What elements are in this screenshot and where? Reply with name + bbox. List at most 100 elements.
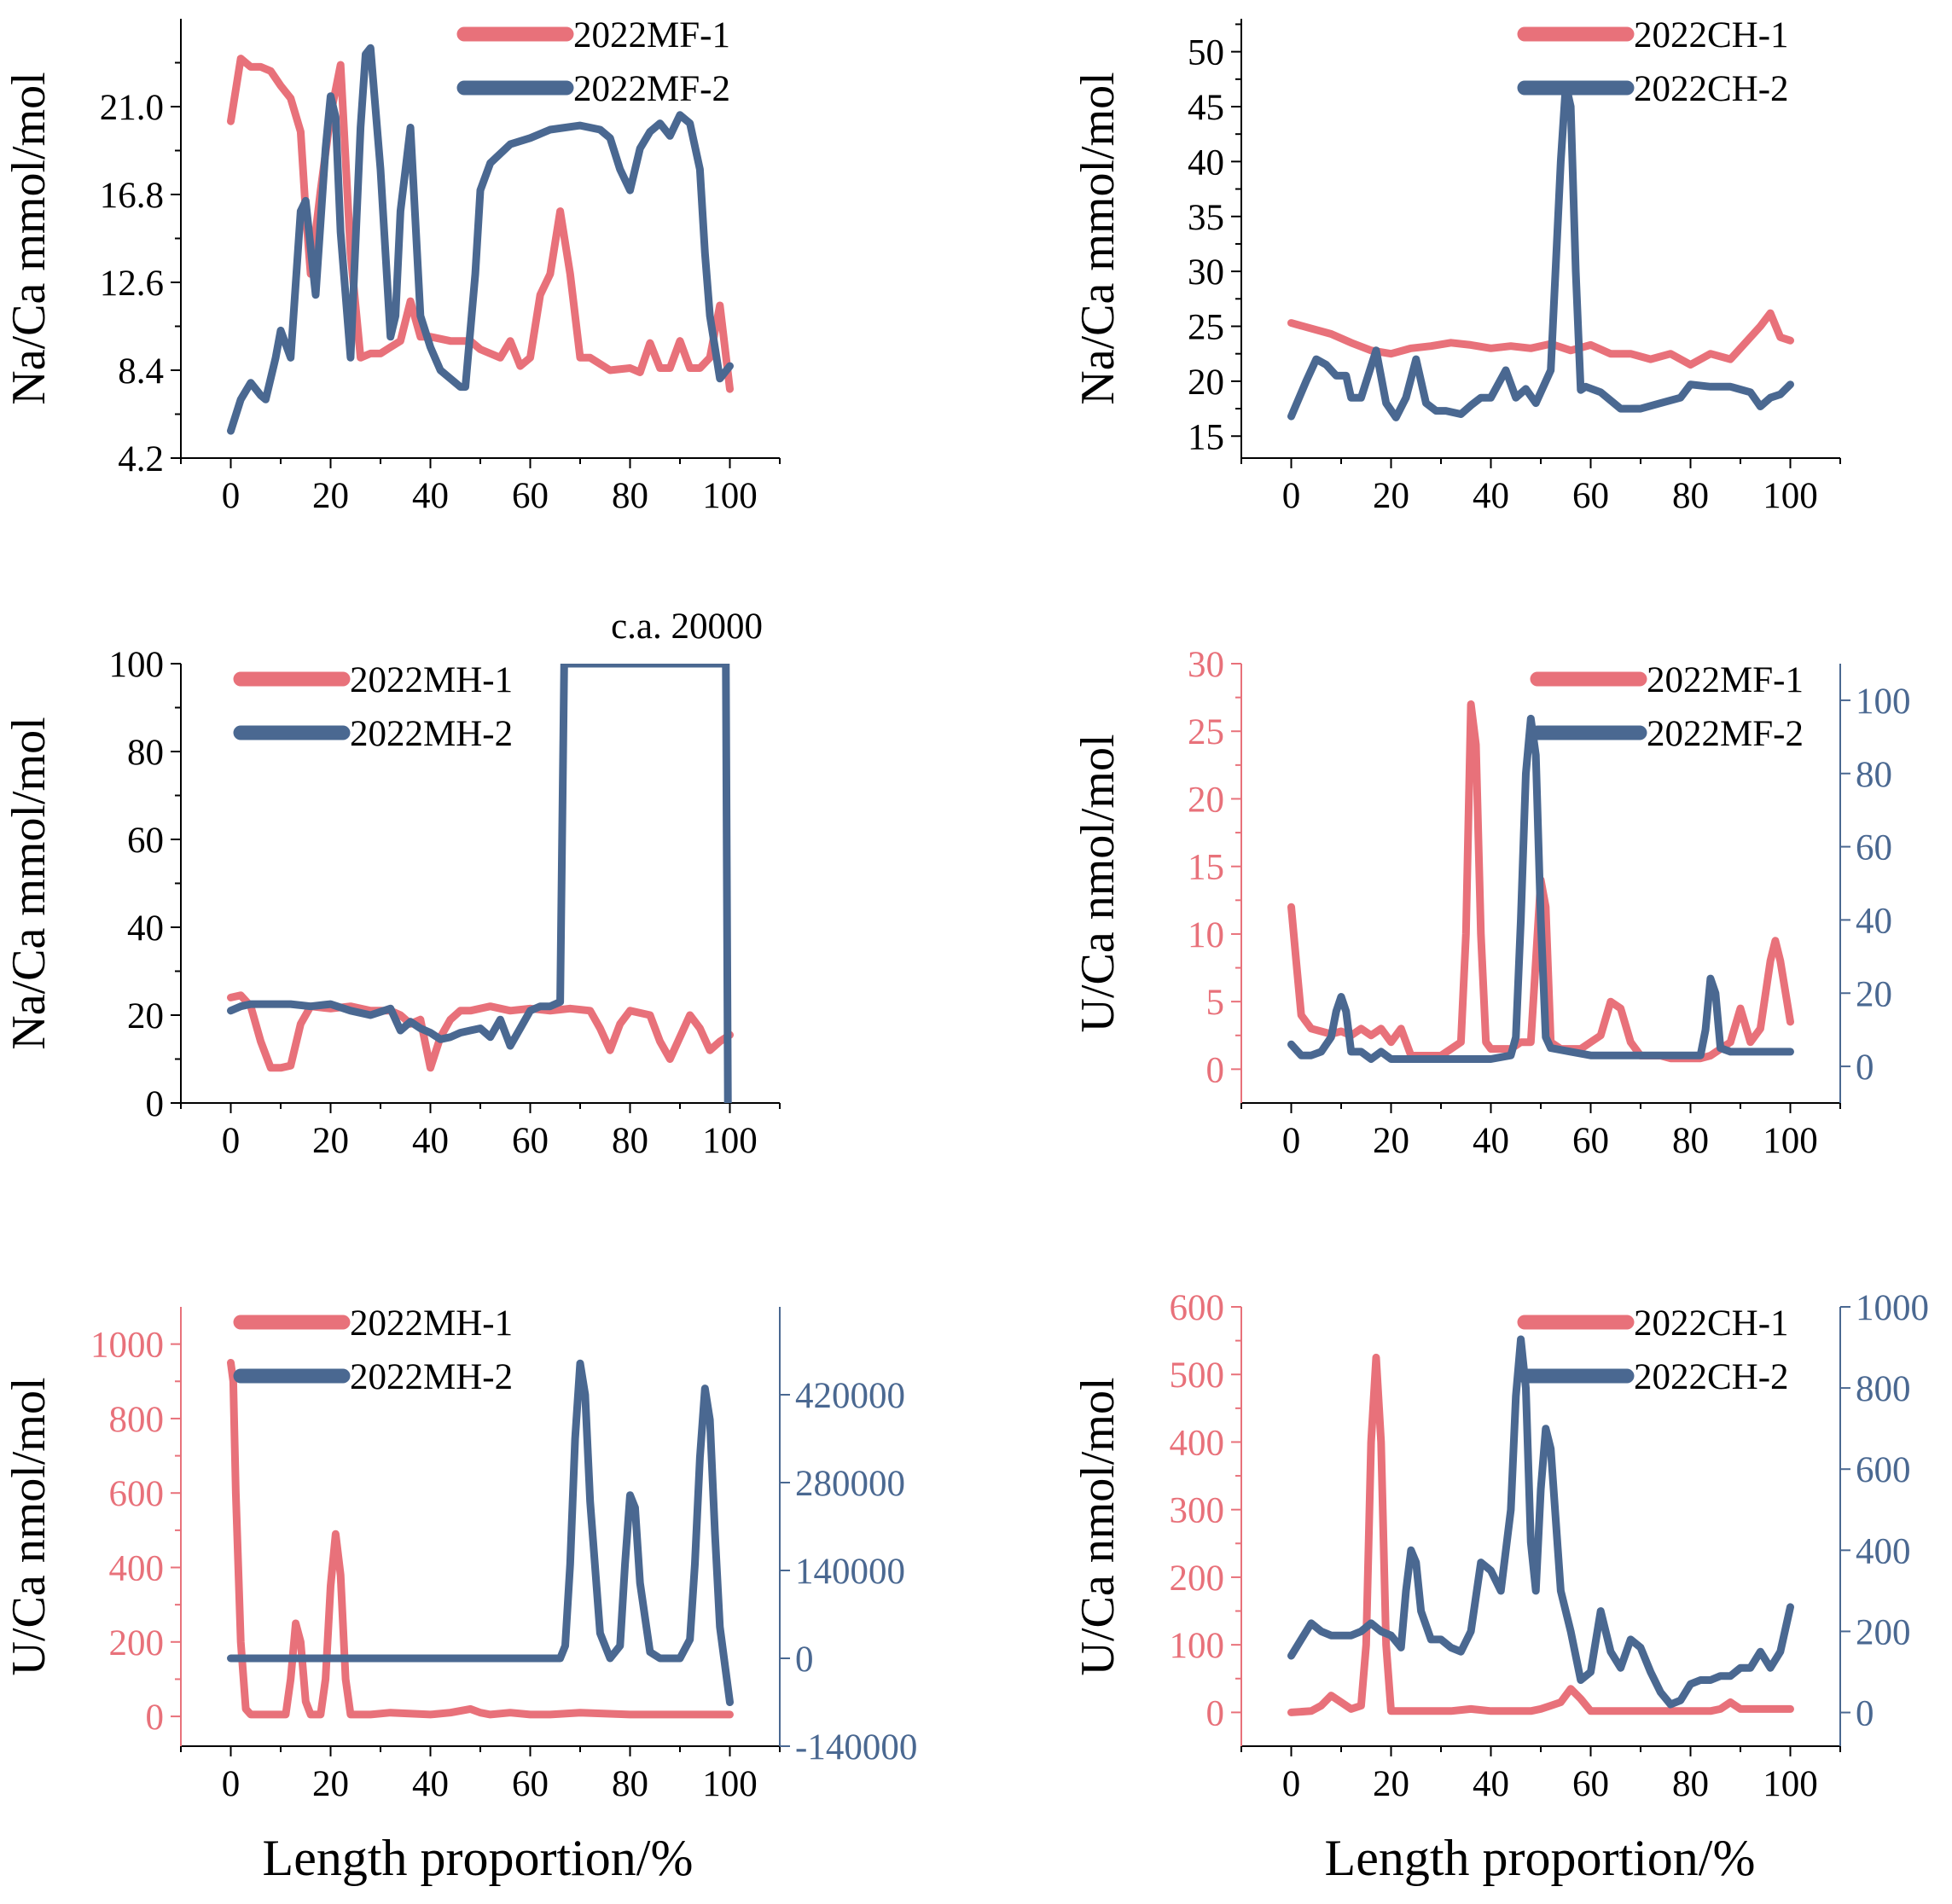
series-line-2022CH-2 <box>1287 1335 1794 1709</box>
y-axis-title: Na/Ca mmol/mol <box>1072 72 1124 404</box>
series-line-2022CH-1 <box>1287 309 1794 369</box>
chart-panel-6: 0 20 40 60 80 1000100200300400500600020040060… <box>1072 1288 1929 1804</box>
x-tick-label: 80 <box>1672 476 1709 516</box>
x-tick-label: 80 <box>1672 1121 1709 1161</box>
legend-label: 2022MH-1 <box>350 1303 513 1344</box>
y-tick-label: 30 <box>1188 645 1224 685</box>
x-tick-label: 0 <box>222 1764 241 1804</box>
y-tick-label: 15 <box>1188 848 1224 888</box>
y-tick-label: 21.0 <box>100 88 164 128</box>
x-tick-label: 40 <box>412 1764 449 1804</box>
x-tick-label: 80 <box>612 1121 648 1161</box>
y-tick-label: 100 <box>109 645 165 685</box>
y-tick-label: 400 <box>109 1549 165 1589</box>
chart-panel-2: 0 20 40 60 80 100 15 20 25 30 35 40 45 50 Na/Ca mmol/m… <box>1072 15 1841 516</box>
series-line-2022CH-1 <box>1287 1353 1794 1716</box>
y-tick-label: 600 <box>109 1474 165 1514</box>
series-line-2022MH-2 <box>227 1359 734 1706</box>
y-tick-label: 300 <box>1170 1491 1225 1531</box>
y-tick-label: 500 <box>1170 1355 1225 1396</box>
y2-tick-label: 80 <box>1856 755 1892 795</box>
y-axis-title: Na/Ca mmol/mol <box>3 717 55 1049</box>
legend-label: 2022CH-1 <box>1634 1303 1789 1344</box>
x-tick-label: 40 <box>1473 1764 1509 1804</box>
series-line-2022MF-2 <box>227 44 734 435</box>
legend-label: 2022CH-2 <box>1634 69 1789 109</box>
y-tick-label: 50 <box>1188 33 1224 73</box>
x-tick-label: 0 <box>222 1121 241 1161</box>
x-tick-label: 40 <box>1473 476 1509 516</box>
x-tick-label: 20 <box>1373 1121 1409 1161</box>
legend-label: 2022MH-2 <box>350 714 513 754</box>
x-tick-label: 60 <box>512 1764 549 1804</box>
x-tick-label: 40 <box>1473 1121 1509 1161</box>
y-tick-label: 0 <box>1206 1693 1225 1733</box>
y-tick-label: 30 <box>1188 253 1224 293</box>
series-line-2022MF-1 <box>1287 700 1794 1063</box>
y-tick-label: 0 <box>1206 1050 1225 1090</box>
legend-label: 2022MF-2 <box>1647 714 1804 754</box>
y2-tick-label: 140000 <box>795 1552 905 1592</box>
series-line-2022MF-2 <box>1287 714 1794 1063</box>
x-tick-label: 80 <box>612 476 648 516</box>
x-tick-label: 60 <box>1572 1764 1609 1804</box>
y-tick-label: 10 <box>1188 915 1224 955</box>
x-tick-label: 60 <box>1572 1121 1609 1161</box>
chart-panel-3: 0 20 40 60 80 100 0 20 40 60 80 100 Na/Ca mmol/mol 20… <box>3 607 781 1161</box>
x-tick-label: 100 <box>702 1764 758 1804</box>
y-tick-label: 0 <box>146 1698 165 1738</box>
y2-tick-label: 200 <box>1856 1612 1911 1652</box>
y2-tick-label: -140000 <box>795 1727 917 1768</box>
y2-tick-label: 20 <box>1856 974 1892 1014</box>
y2-tick-label: 60 <box>1856 828 1892 868</box>
x-axis-title-right: Length proportion/% <box>1325 1830 1756 1886</box>
y-tick-label: 16.8 <box>100 176 164 216</box>
y-tick-label: 35 <box>1188 198 1224 238</box>
y-tick-label: 20 <box>1188 363 1224 403</box>
y-axis-title: U/Ca nmol/mol <box>1072 1378 1124 1676</box>
x-tick-label: 100 <box>1763 476 1818 516</box>
legend-label: 2022MF-2 <box>573 69 730 109</box>
y2-tick-label: 600 <box>1856 1450 1911 1490</box>
y2-tick-label: 420000 <box>795 1376 905 1416</box>
legend: 2022MF-1 2022MF-2 <box>1530 660 1804 754</box>
y2-tick-label: 100 <box>1856 682 1911 722</box>
y-tick-label: 100 <box>1170 1626 1225 1666</box>
x-tick-label: 60 <box>1572 476 1609 516</box>
x-tick-label: 0 <box>1282 1764 1301 1804</box>
x-tick-label: 20 <box>312 476 349 516</box>
legend: 2022MF-1 2022MF-2 <box>456 15 730 109</box>
y-tick-label: 12.6 <box>100 264 164 304</box>
legend-label: 2022MH-2 <box>350 1357 513 1397</box>
y-tick-label: 20 <box>1188 780 1224 820</box>
y-tick-label: 0 <box>146 1084 165 1124</box>
y-tick-label: 200 <box>109 1623 165 1663</box>
y-axis-title: U/Ca nmol/mol <box>3 1378 55 1676</box>
x-tick-label: 100 <box>1763 1121 1818 1161</box>
legend-label: 2022CH-1 <box>1634 15 1789 55</box>
y-tick-label: 40 <box>127 908 164 949</box>
y-tick-label: 40 <box>1188 142 1224 183</box>
annotation-label: c.a. 20000 <box>611 607 763 647</box>
y-tick-label: 1000 <box>90 1326 164 1366</box>
y-tick-label: 600 <box>1170 1288 1225 1328</box>
x-tick-label: 0 <box>1282 1121 1301 1161</box>
series-line-2022MH-1 <box>227 991 734 1072</box>
y-tick-label: 8.4 <box>118 351 164 392</box>
x-tick-label: 20 <box>1373 1764 1409 1804</box>
y2-tick-label: 400 <box>1856 1531 1911 1571</box>
chart-panel-4: 0 20 40 60 80 100 0 5 10 15 20 25 30 0 20 40 60 80 100 U/Ca… <box>1072 645 1911 1161</box>
x-tick-label: 20 <box>312 1121 349 1161</box>
y-axis-title: Na/Ca mmol/mol <box>3 72 55 404</box>
legend: 2022CH-1 2022CH-2 <box>1517 1303 1789 1397</box>
legend: 2022MH-1 2022MH-2 <box>233 1303 513 1397</box>
chart-panel-1: 0 20 40 60 80 100 4.2 8.4 12.6 16.8 21.0 Na/Ca mmol… <box>3 15 781 516</box>
y-tick-label: 25 <box>1188 712 1224 752</box>
legend: 2022CH-1 2022CH-2 <box>1517 15 1789 109</box>
x-tick-label: 20 <box>1373 476 1409 516</box>
x-tick-label: 60 <box>512 476 549 516</box>
series-line-2022MH-2 <box>227 664 732 1103</box>
x-tick-label: 80 <box>612 1764 648 1804</box>
y2-tick-label: 0 <box>795 1640 814 1680</box>
